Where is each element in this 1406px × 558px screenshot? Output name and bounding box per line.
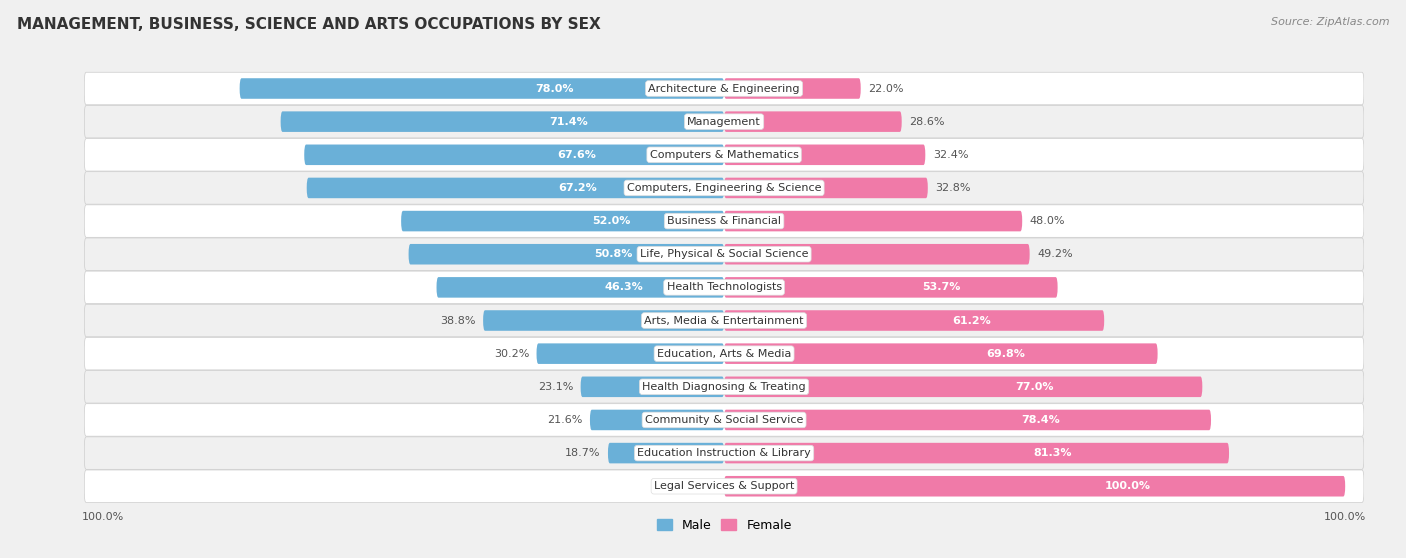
FancyBboxPatch shape <box>724 112 901 132</box>
FancyBboxPatch shape <box>607 443 724 463</box>
Text: 21.6%: 21.6% <box>547 415 582 425</box>
FancyBboxPatch shape <box>724 310 1104 331</box>
FancyBboxPatch shape <box>724 244 1029 264</box>
Text: Education Instruction & Library: Education Instruction & Library <box>637 448 811 458</box>
Text: 28.6%: 28.6% <box>910 117 945 127</box>
Text: 77.0%: 77.0% <box>1015 382 1054 392</box>
FancyBboxPatch shape <box>724 410 1211 430</box>
Text: Life, Physical & Social Science: Life, Physical & Social Science <box>640 249 808 259</box>
FancyBboxPatch shape <box>436 277 724 297</box>
FancyBboxPatch shape <box>581 377 724 397</box>
Text: 78.4%: 78.4% <box>1021 415 1060 425</box>
Text: 32.8%: 32.8% <box>935 183 970 193</box>
Text: 52.0%: 52.0% <box>592 216 630 226</box>
Text: 23.1%: 23.1% <box>537 382 574 392</box>
Text: 71.4%: 71.4% <box>550 117 588 127</box>
FancyBboxPatch shape <box>724 343 1157 364</box>
Text: Health Technologists: Health Technologists <box>666 282 782 292</box>
Text: 53.7%: 53.7% <box>922 282 960 292</box>
FancyBboxPatch shape <box>724 78 860 99</box>
FancyBboxPatch shape <box>409 244 724 264</box>
FancyBboxPatch shape <box>84 238 1364 271</box>
FancyBboxPatch shape <box>84 470 1364 502</box>
Text: 50.8%: 50.8% <box>595 249 633 259</box>
Text: 67.6%: 67.6% <box>558 150 596 160</box>
FancyBboxPatch shape <box>537 343 724 364</box>
Text: Management: Management <box>688 117 761 127</box>
FancyBboxPatch shape <box>307 177 724 198</box>
FancyBboxPatch shape <box>281 112 724 132</box>
FancyBboxPatch shape <box>724 476 1346 497</box>
Text: Business & Financial: Business & Financial <box>666 216 782 226</box>
Text: 81.3%: 81.3% <box>1033 448 1071 458</box>
Text: 46.3%: 46.3% <box>605 282 643 292</box>
FancyBboxPatch shape <box>724 211 1022 232</box>
Text: Architecture & Engineering: Architecture & Engineering <box>648 84 800 94</box>
FancyBboxPatch shape <box>84 105 1364 138</box>
FancyBboxPatch shape <box>591 410 724 430</box>
Text: Health Diagnosing & Treating: Health Diagnosing & Treating <box>643 382 806 392</box>
FancyBboxPatch shape <box>724 277 1057 297</box>
Text: 100.0%: 100.0% <box>1105 481 1150 491</box>
FancyBboxPatch shape <box>239 78 724 99</box>
Text: Community & Social Service: Community & Social Service <box>645 415 803 425</box>
FancyBboxPatch shape <box>724 443 1229 463</box>
FancyBboxPatch shape <box>484 310 724 331</box>
FancyBboxPatch shape <box>84 371 1364 403</box>
Text: Education, Arts & Media: Education, Arts & Media <box>657 349 792 359</box>
Text: 49.2%: 49.2% <box>1038 249 1073 259</box>
FancyBboxPatch shape <box>304 145 724 165</box>
FancyBboxPatch shape <box>84 403 1364 436</box>
Text: 32.4%: 32.4% <box>932 150 969 160</box>
Text: 48.0%: 48.0% <box>1029 216 1066 226</box>
FancyBboxPatch shape <box>84 138 1364 171</box>
FancyBboxPatch shape <box>401 211 724 232</box>
FancyBboxPatch shape <box>84 271 1364 304</box>
Text: 69.8%: 69.8% <box>987 349 1025 359</box>
FancyBboxPatch shape <box>84 73 1364 105</box>
FancyBboxPatch shape <box>724 177 928 198</box>
Text: Source: ZipAtlas.com: Source: ZipAtlas.com <box>1271 17 1389 27</box>
Text: Computers & Mathematics: Computers & Mathematics <box>650 150 799 160</box>
Text: 38.8%: 38.8% <box>440 315 475 325</box>
Text: 78.0%: 78.0% <box>536 84 574 94</box>
Text: 67.2%: 67.2% <box>558 183 598 193</box>
FancyBboxPatch shape <box>84 205 1364 237</box>
Text: 61.2%: 61.2% <box>952 315 991 325</box>
FancyBboxPatch shape <box>84 304 1364 337</box>
Text: Arts, Media & Entertainment: Arts, Media & Entertainment <box>644 315 804 325</box>
Text: MANAGEMENT, BUSINESS, SCIENCE AND ARTS OCCUPATIONS BY SEX: MANAGEMENT, BUSINESS, SCIENCE AND ARTS O… <box>17 17 600 32</box>
FancyBboxPatch shape <box>84 172 1364 204</box>
FancyBboxPatch shape <box>724 377 1202 397</box>
Text: 18.7%: 18.7% <box>565 448 600 458</box>
Text: 0.0%: 0.0% <box>686 481 714 491</box>
Text: 22.0%: 22.0% <box>868 84 904 94</box>
FancyBboxPatch shape <box>84 437 1364 469</box>
Text: Legal Services & Support: Legal Services & Support <box>654 481 794 491</box>
Legend: Male, Female: Male, Female <box>651 514 797 537</box>
FancyBboxPatch shape <box>724 145 925 165</box>
Text: 30.2%: 30.2% <box>494 349 529 359</box>
Text: Computers, Engineering & Science: Computers, Engineering & Science <box>627 183 821 193</box>
FancyBboxPatch shape <box>84 338 1364 370</box>
